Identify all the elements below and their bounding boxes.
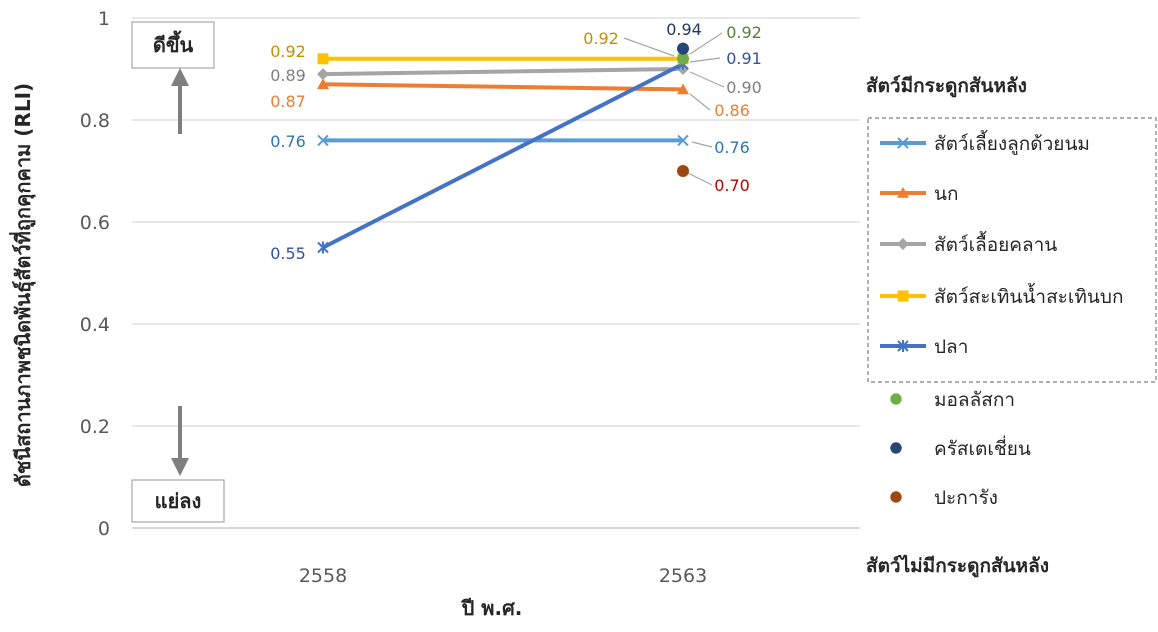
legend-group-vertebrate: สัตว์มีกระดูกสันหลัง bbox=[866, 75, 1027, 98]
data-label: 0.70 bbox=[714, 176, 750, 195]
legend: สัตว์มีกระดูกสันหลัง สัตว์ไม่มีกระดูกสัน… bbox=[866, 75, 1157, 578]
data-labels: 0.76 0.76 0.87 0.86 0.89 0.90 0.92 0.92 0.55 0.91… bbox=[270, 20, 762, 263]
data-label: 0.89 bbox=[270, 66, 306, 85]
data-label: 0.76 bbox=[270, 132, 306, 151]
legend-swatch-marker bbox=[890, 491, 902, 503]
leader-lines bbox=[623, 32, 725, 186]
series-markers bbox=[317, 42, 689, 254]
data-point bbox=[317, 78, 329, 90]
data-label: 0.92 bbox=[726, 23, 762, 42]
legend-label: มอลลัสกา bbox=[934, 389, 1015, 411]
data-label: 0.91 bbox=[726, 49, 762, 68]
data-point bbox=[677, 42, 689, 55]
data-label: 0.94 bbox=[666, 20, 702, 39]
data-label: 0.86 bbox=[714, 101, 750, 120]
data-label: 0.90 bbox=[726, 78, 762, 97]
x-tick-label: 2558 bbox=[299, 565, 347, 587]
data-label: 0.92 bbox=[270, 42, 306, 61]
legend-swatch-marker bbox=[890, 393, 902, 405]
legend-label: สัตว์สะเทินน้ำสะเทินบก bbox=[934, 283, 1123, 308]
data-point bbox=[677, 165, 689, 177]
legend-label: นก bbox=[934, 183, 959, 205]
x-tick-labels: 2558 2563 bbox=[299, 565, 707, 587]
series-line bbox=[322, 67, 684, 77]
leader-line bbox=[689, 32, 723, 55]
legend-swatch-marker bbox=[897, 340, 909, 352]
legend-swatch-marker bbox=[897, 187, 909, 198]
worse-box bbox=[131, 479, 225, 523]
leader-line bbox=[689, 71, 725, 88]
y-tick-label: 1 bbox=[98, 8, 110, 30]
legend-label: ครัสเตเชี่ยน bbox=[934, 435, 1031, 460]
y-tick-label: 0.4 bbox=[80, 314, 110, 336]
leader-line bbox=[683, 170, 713, 186]
gridlines bbox=[132, 17, 860, 529]
legend-label: สัตว์เลี้ยงลูกด้วยนม bbox=[934, 130, 1090, 155]
legend-label: ปลา bbox=[934, 336, 968, 358]
worse-arrow-head bbox=[171, 458, 189, 476]
legend-label: สัตว์เลื้อยคลาน bbox=[934, 231, 1057, 256]
x-axis-title: ปี พ.ศ. bbox=[460, 596, 522, 620]
data-label: 0.92 bbox=[583, 29, 619, 48]
series-line bbox=[322, 82, 684, 92]
y-tick-label: 0.6 bbox=[80, 212, 110, 234]
better-annotation: ดีขึ้น bbox=[131, 21, 215, 134]
legend-box-vertebrate bbox=[867, 117, 1157, 383]
worse-text: แย่ลง bbox=[155, 489, 202, 513]
better-arrow-head bbox=[171, 68, 189, 86]
leader-line bbox=[691, 141, 713, 148]
leader-line bbox=[689, 93, 711, 111]
y-tick-label: 0.2 bbox=[80, 416, 110, 438]
legend-group-invertebrate: สัตว์ไม่มีกระดูกสันหลัง bbox=[866, 554, 1049, 578]
legend-swatch-marker bbox=[890, 442, 902, 454]
data-point bbox=[317, 241, 329, 254]
data-point bbox=[677, 83, 689, 95]
y-tick-label: 0 bbox=[98, 518, 110, 540]
data-label: 0.87 bbox=[270, 92, 306, 111]
legend-swatch-marker bbox=[897, 290, 909, 302]
legend-swatch-marker bbox=[897, 238, 909, 250]
data-point bbox=[677, 134, 689, 147]
legend-items: สัตว์เลี้ยงลูกด้วยนมนกสัตว์เลื้อยคลานสัต… bbox=[880, 130, 1123, 509]
y-tick-labels: 0 0.2 0.4 0.6 0.8 1 bbox=[80, 8, 110, 540]
data-point bbox=[317, 53, 329, 65]
y-axis-title: ดัชนีสถานภาพชนิดพันธุ์สัตว์ที่ถูกคุกคาม … bbox=[8, 83, 37, 487]
legend-label: ปะการัง bbox=[934, 487, 998, 509]
data-point bbox=[317, 68, 329, 81]
series-line bbox=[322, 62, 684, 250]
x-tick-label: 2563 bbox=[659, 565, 707, 587]
data-point bbox=[677, 52, 689, 65]
leader-line bbox=[623, 37, 675, 57]
data-point bbox=[317, 134, 329, 147]
worse-annotation: แย่ลง bbox=[131, 406, 225, 523]
leader-line bbox=[689, 57, 721, 63]
data-label: 0.55 bbox=[270, 244, 306, 263]
y-tick-label: 0.8 bbox=[80, 110, 110, 132]
data-label: 0.76 bbox=[714, 138, 750, 157]
legend-swatch-marker bbox=[897, 137, 909, 149]
better-box bbox=[131, 21, 215, 69]
better-text: ดีขึ้น bbox=[153, 30, 194, 57]
series-lines bbox=[322, 56, 684, 250]
